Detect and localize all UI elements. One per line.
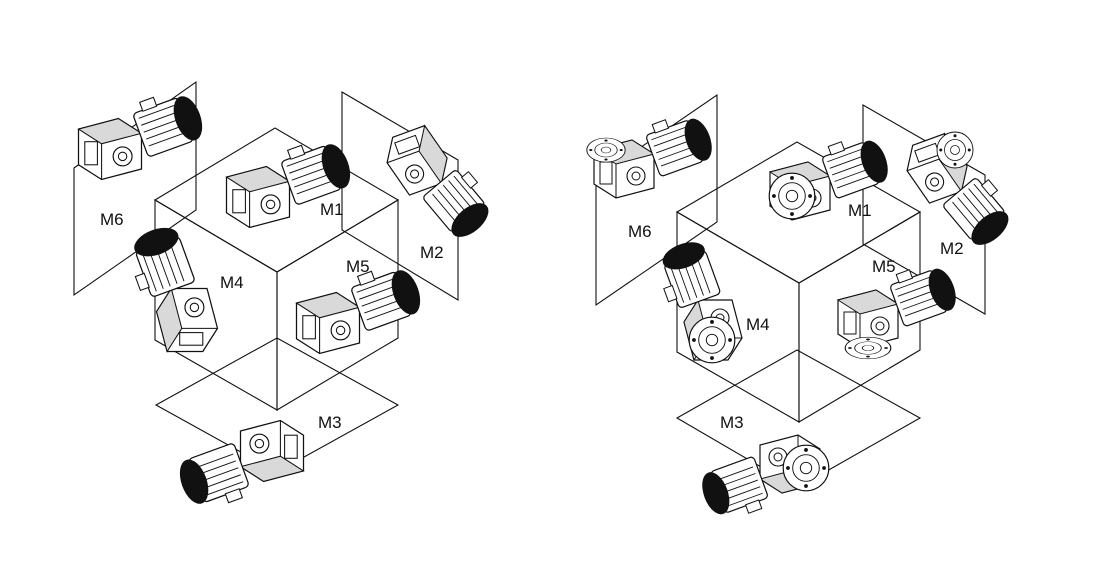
right-label-m3: M3 <box>720 413 744 432</box>
right-m3-drive <box>697 435 830 526</box>
left-label-m1: M1 <box>320 200 344 219</box>
right-m5-drive <box>838 257 961 360</box>
left-label-m5: M5 <box>346 257 370 276</box>
left-label-m3: M3 <box>318 413 342 432</box>
left-m6-drive <box>79 84 208 179</box>
left-label-m6: M6 <box>100 210 124 229</box>
right-label-m1: M1 <box>848 201 872 220</box>
left-m4-drive <box>122 222 217 351</box>
left-diagram: M6 M1 M2 M4 M5 M3 <box>73 80 507 516</box>
right-label-m4: M4 <box>746 315 770 334</box>
right-cube-right <box>798 211 921 423</box>
right-diagram: M6 M1 M2 M4 M5 M3 <box>586 93 1027 526</box>
left-label-m4: M4 <box>220 273 244 292</box>
left-m3-drive <box>174 421 303 516</box>
left-m2-drive <box>380 111 507 258</box>
right-m6-drive <box>586 107 717 198</box>
right-label-m5: M5 <box>872 257 896 276</box>
right-label-m6: M6 <box>628 222 652 241</box>
right-label-m2: M2 <box>940 239 964 258</box>
left-label-m2: M2 <box>420 243 444 262</box>
left-cube-right <box>276 199 399 411</box>
right-m6-plane <box>595 93 718 307</box>
right-m1-drive <box>768 129 893 220</box>
right-cube <box>675 141 922 423</box>
right-m4-drive <box>651 237 742 364</box>
